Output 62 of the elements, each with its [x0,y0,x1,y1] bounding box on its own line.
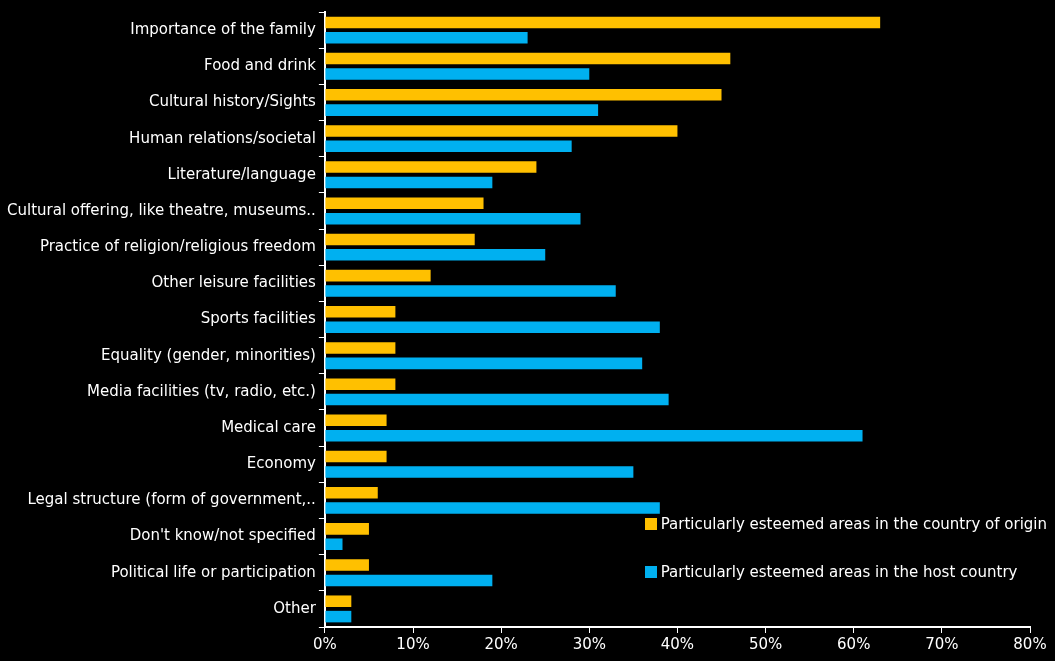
legend-label: Particularly esteemed areas in the host country [660,563,1018,581]
bar [325,466,634,478]
bar [325,595,352,607]
y-tick-label: Equality (gender, minorities) [101,345,316,364]
y-tick-label: Human relations/societal [129,128,316,147]
legend-label: Particularly esteemed areas in the country of origin [660,515,1047,533]
y-tick-label: Other leisure facilities [151,273,317,292]
bar [325,104,599,116]
bar [325,269,431,282]
bar [325,486,378,499]
y-tick-label: Practice of religion/religious freedom [39,237,316,256]
y-tick-label: Sports facilities [200,309,317,328]
bar [325,88,722,101]
bar [325,306,396,318]
y-tick-label: Economy [246,454,316,473]
bar [325,450,387,463]
bar [325,393,669,406]
x-tick-label: 60% [837,634,871,653]
bar [325,559,369,571]
y-tick-label: Food and drink [204,56,317,75]
bar [325,342,396,354]
y-tick-label: Cultural history/Sights [148,92,317,111]
bar [325,502,660,514]
x-tick-label: 20% [484,634,518,653]
y-tick-label: Legal structure (form of government,.. [27,490,316,509]
bar [325,249,546,261]
bar [325,140,572,153]
bar [325,32,528,44]
bar [325,233,475,246]
bar [325,161,537,173]
bar [325,52,731,65]
x-tick-label: 50% [748,634,783,653]
bar [325,538,343,551]
bar [325,321,660,333]
bar [325,429,863,442]
bar [325,414,387,427]
y-tick-label: Other [273,598,317,617]
y-tick-label: Media facilities (tv, radio, etc.) [87,381,316,400]
bar [325,285,616,297]
y-tick-label: Literature/language [167,164,316,183]
bar [325,16,881,29]
bar [325,610,352,623]
y-tick-label: Don't know/not specified [129,526,316,545]
bar [325,68,590,80]
x-tick-label: 0% [312,634,337,653]
bar [325,197,484,210]
bar [325,357,643,370]
bar [325,212,581,225]
bar [325,176,493,189]
x-tick-label: 10% [396,634,430,653]
bar [325,125,678,137]
bar [325,523,369,535]
bar [325,378,396,390]
bar [325,574,493,587]
y-tick-label: Medical care [221,417,316,436]
x-tick-label: 80% [1013,634,1047,653]
x-tick-label: 70% [925,634,959,653]
x-tick-label: 40% [660,634,695,653]
x-tick-label: 30% [572,634,606,653]
y-tick-label: Importance of the family [130,19,316,38]
y-tick-label: Cultural offering, like theatre, museums.. [6,200,316,219]
y-tick-label: Political life or participation [110,562,316,581]
